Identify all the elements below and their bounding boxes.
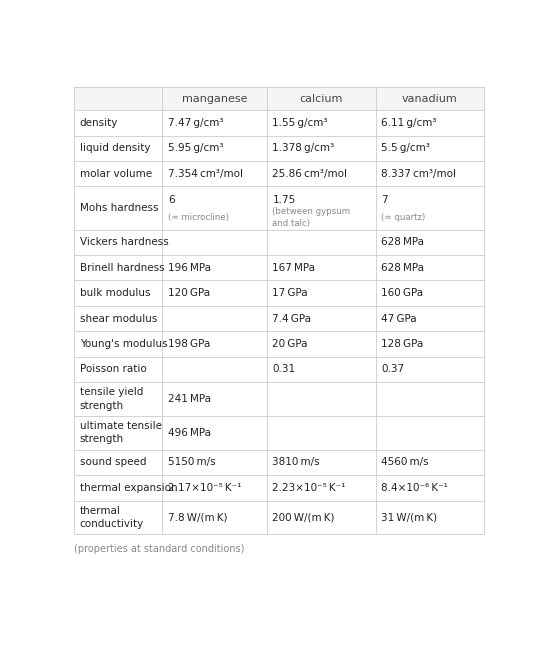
Text: 6: 6 — [168, 195, 174, 205]
Text: thermal
conductivity: thermal conductivity — [80, 506, 144, 529]
Text: 5150 m/s: 5150 m/s — [168, 458, 215, 467]
Text: 628 MPa: 628 MPa — [381, 238, 424, 247]
Text: 4560 m/s: 4560 m/s — [381, 458, 429, 467]
Bar — [74, 450, 485, 475]
Text: 120 GPa: 120 GPa — [168, 288, 210, 298]
Text: 198 GPa: 198 GPa — [168, 339, 210, 349]
Text: 0.31: 0.31 — [272, 364, 295, 374]
Bar — [74, 416, 485, 450]
Text: 7.8 W/(m K): 7.8 W/(m K) — [168, 513, 227, 522]
Text: (between gypsum
and talc): (between gypsum and talc) — [272, 208, 350, 228]
Bar — [74, 255, 485, 280]
Bar — [74, 230, 485, 255]
Text: 6.11 g/cm³: 6.11 g/cm³ — [381, 118, 437, 128]
Text: 200 W/(m K): 200 W/(m K) — [272, 513, 335, 522]
Text: 5.95 g/cm³: 5.95 g/cm³ — [168, 143, 223, 153]
Text: 2.17×10⁻⁵ K⁻¹: 2.17×10⁻⁵ K⁻¹ — [168, 483, 241, 493]
Text: 8.4×10⁻⁶ K⁻¹: 8.4×10⁻⁶ K⁻¹ — [381, 483, 448, 493]
Bar — [74, 475, 485, 500]
Text: 3810 m/s: 3810 m/s — [272, 458, 320, 467]
Text: (≈ microcline): (≈ microcline) — [168, 213, 229, 222]
Text: 0.37: 0.37 — [381, 364, 404, 374]
Text: Young's modulus: Young's modulus — [80, 339, 167, 349]
Bar — [74, 186, 485, 230]
Text: 20 GPa: 20 GPa — [272, 339, 308, 349]
Text: bulk modulus: bulk modulus — [80, 288, 150, 298]
Text: (≈ quartz): (≈ quartz) — [381, 213, 425, 222]
Bar — [74, 356, 485, 382]
Text: Poisson ratio: Poisson ratio — [80, 364, 147, 374]
Text: Mohs hardness: Mohs hardness — [80, 203, 158, 213]
Text: thermal expansion: thermal expansion — [80, 483, 177, 493]
Text: 7.4 GPa: 7.4 GPa — [272, 313, 311, 323]
Text: 7.47 g/cm³: 7.47 g/cm³ — [168, 118, 223, 128]
Text: ultimate tensile
strength: ultimate tensile strength — [80, 421, 162, 445]
Text: (properties at standard conditions): (properties at standard conditions) — [74, 544, 245, 554]
Text: 31 W/(m K): 31 W/(m K) — [381, 513, 437, 522]
Bar — [74, 280, 485, 306]
Bar — [74, 500, 485, 535]
Text: molar volume: molar volume — [80, 169, 152, 178]
Text: 2.23×10⁻⁵ K⁻¹: 2.23×10⁻⁵ K⁻¹ — [272, 483, 346, 493]
Text: 47 GPa: 47 GPa — [381, 313, 417, 323]
Bar — [74, 306, 485, 331]
Text: 496 MPa: 496 MPa — [168, 428, 211, 438]
Text: 1.55 g/cm³: 1.55 g/cm³ — [272, 118, 328, 128]
Text: calcium: calcium — [300, 93, 343, 104]
Text: 1.378 g/cm³: 1.378 g/cm³ — [272, 143, 335, 153]
Text: tensile yield
strength: tensile yield strength — [80, 387, 143, 411]
Text: 7: 7 — [381, 195, 387, 205]
Text: 196 MPa: 196 MPa — [168, 263, 211, 273]
Text: 160 GPa: 160 GPa — [381, 288, 423, 298]
Bar — [74, 331, 485, 356]
Text: sound speed: sound speed — [80, 458, 146, 467]
Text: 8.337 cm³/mol: 8.337 cm³/mol — [381, 169, 456, 178]
Text: 128 GPa: 128 GPa — [381, 339, 423, 349]
Text: 167 MPa: 167 MPa — [272, 263, 316, 273]
Text: Brinell hardness: Brinell hardness — [80, 263, 165, 273]
Text: 628 MPa: 628 MPa — [381, 263, 424, 273]
Bar — [74, 382, 485, 416]
Text: 241 MPa: 241 MPa — [168, 394, 211, 404]
Text: shear modulus: shear modulus — [80, 313, 157, 323]
Text: Vickers hardness: Vickers hardness — [80, 238, 168, 247]
Text: liquid density: liquid density — [80, 143, 150, 153]
Text: vanadium: vanadium — [402, 93, 458, 104]
Text: 7.354 cm³/mol: 7.354 cm³/mol — [168, 169, 243, 178]
Bar — [74, 87, 485, 110]
Text: 5.5 g/cm³: 5.5 g/cm³ — [381, 143, 430, 153]
Bar — [74, 136, 485, 161]
Text: density: density — [80, 118, 118, 128]
Text: manganese: manganese — [182, 93, 247, 104]
Bar — [74, 161, 485, 186]
Text: 25.86 cm³/mol: 25.86 cm³/mol — [272, 169, 348, 178]
Bar — [74, 110, 485, 136]
Text: 17 GPa: 17 GPa — [272, 288, 308, 298]
Text: 1.75: 1.75 — [272, 195, 296, 205]
